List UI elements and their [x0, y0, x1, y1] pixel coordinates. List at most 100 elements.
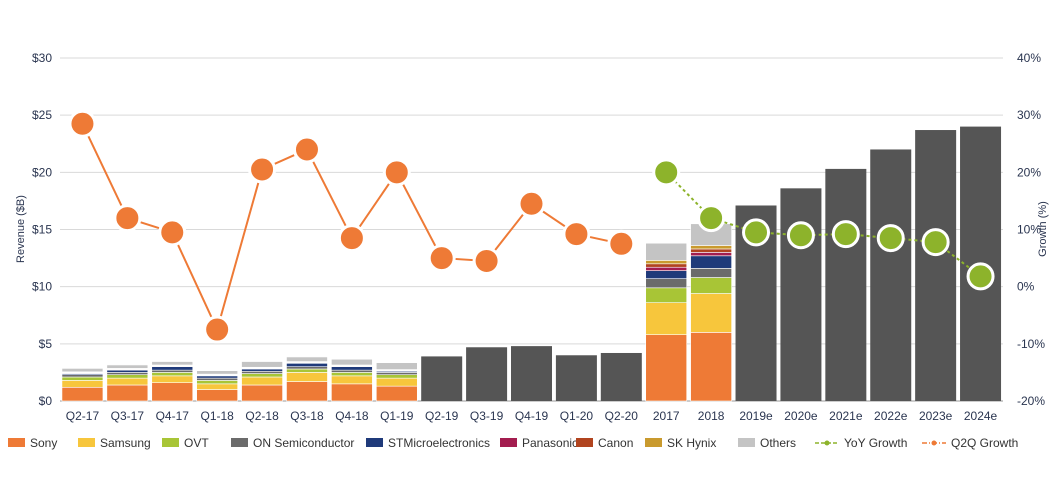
bar-segment-ovt — [106, 374, 149, 379]
x-tick-label: Q1-18 — [200, 409, 234, 423]
x-tick-label: Q2-18 — [245, 409, 279, 423]
bar-segment-others — [106, 364, 149, 369]
bar-segment-sony — [645, 334, 688, 402]
bar-segment-others — [375, 362, 418, 370]
bar-total — [421, 356, 463, 401]
x-tick-label: 2019e — [739, 409, 773, 423]
y-right-tick-label: 30% — [1017, 108, 1041, 122]
bar-segment-others — [61, 368, 104, 373]
legend-item-others: Others — [738, 436, 796, 450]
bar-total — [870, 149, 912, 401]
legend-swatch — [231, 438, 248, 447]
x-tick-label: Q3-17 — [111, 409, 145, 423]
legend-label: ON Semiconductor — [253, 436, 354, 450]
point-q2q-growth — [158, 218, 187, 247]
x-tick-label: Q3-19 — [470, 409, 504, 423]
x-tick-label: Q4-18 — [335, 409, 369, 423]
x-tick-label: Q1-20 — [560, 409, 594, 423]
bar-segment-stmicroelectronics — [106, 369, 149, 373]
bar-segment-sony — [61, 386, 104, 402]
bar-segment-samsung — [106, 377, 149, 386]
x-tick-label: Q3-18 — [290, 409, 324, 423]
x-tick-label: 2024e — [964, 409, 998, 423]
legend-item-ovt: OVT — [162, 436, 209, 450]
bar-segment-samsung — [61, 380, 104, 388]
bar-segment-ovt — [645, 287, 688, 303]
point-q2q-growth — [562, 220, 591, 249]
bar-total — [780, 188, 822, 401]
y-right-tick-label: 0% — [1017, 280, 1035, 294]
x-tick-label: 2018 — [698, 409, 725, 423]
legend-item-stmicroelectronics: STMicroelectronics — [366, 436, 490, 450]
bar-segment-sony — [286, 381, 328, 402]
bar-segment-stmicroelectronics — [331, 366, 373, 371]
legend-marker — [824, 440, 830, 446]
bar-segment-on-semiconductor — [61, 374, 104, 378]
bar-segment-sony — [241, 384, 283, 402]
legend-item-yoy-growth: YoY Growth — [815, 436, 907, 450]
bar-segment-samsung — [286, 372, 328, 382]
x-tick-label: 2020e — [784, 409, 818, 423]
bar-total — [466, 347, 508, 401]
bar-segment-panasonic — [690, 252, 732, 257]
legend-item-q2q-growth: Q2Q Growth — [922, 436, 1018, 450]
y-right-tick-label: 10% — [1017, 223, 1041, 237]
legend-item-panasonic: Panasonic — [500, 436, 578, 450]
bar-segment-ovt — [286, 368, 328, 373]
x-tick-label: 2022e — [874, 409, 908, 423]
bar-total — [825, 168, 867, 401]
legend-label: STMicroelectronics — [388, 436, 490, 450]
bars — [61, 126, 1002, 402]
bar-segment-stmicroelectronics — [151, 366, 194, 371]
bar-segment-on-semiconductor — [331, 369, 373, 373]
x-tick-label: Q1-19 — [380, 409, 414, 423]
legend-label: Sony — [30, 436, 57, 450]
legend-item-canon: Canon — [576, 436, 633, 450]
y-right-tick-label: 20% — [1017, 165, 1041, 179]
right-axis-label: Growth (%) — [1037, 201, 1049, 257]
legend-label: Others — [760, 436, 796, 450]
bar-segment-others — [196, 370, 238, 375]
legend-marker — [931, 440, 937, 446]
legend-label: Q2Q Growth — [951, 436, 1018, 450]
bar-segment-others — [241, 361, 283, 368]
bar-total — [555, 355, 597, 401]
point-yoy-growth — [876, 224, 905, 253]
legend-label: OVT — [184, 436, 209, 450]
y-left-tick-label: $5 — [39, 337, 53, 351]
bar-segment-on-semiconductor — [196, 377, 238, 381]
bar-total — [511, 346, 552, 401]
legend-swatch — [8, 438, 25, 447]
legend-label: Canon — [598, 436, 633, 450]
bar-segment-on-semiconductor — [690, 268, 732, 278]
bar-segment-on-semiconductor — [286, 366, 328, 370]
bar-segment-samsung — [331, 375, 373, 385]
legend-label: YoY Growth — [844, 436, 907, 450]
bar-segment-sony — [196, 389, 238, 402]
bar-segment-samsung — [241, 376, 283, 386]
gridlines — [60, 57, 1003, 402]
x-tick-label: Q4-17 — [156, 409, 190, 423]
left-axis-label: Revenue ($B) — [15, 195, 27, 263]
bar-segment-canon — [645, 263, 688, 268]
bar-segment-ovt — [241, 373, 283, 378]
legend-item-sony: Sony — [8, 436, 57, 450]
y-right-tick-label: -20% — [1017, 394, 1045, 408]
legend-item-samsung: Samsung — [78, 436, 151, 450]
growth-lines — [68, 109, 995, 344]
bar-total — [915, 130, 957, 401]
bar-segment-samsung — [375, 377, 418, 387]
point-q2q-growth — [248, 155, 277, 184]
bar-segment-sk-hynix — [645, 260, 688, 265]
legend-swatch — [366, 438, 383, 447]
x-tick-label: 2021e — [829, 409, 863, 423]
x-tick-label: Q4-19 — [515, 409, 549, 423]
legend-label: Samsung — [100, 436, 151, 450]
bar-segment-on-semiconductor — [151, 369, 194, 373]
bar-total — [600, 352, 642, 401]
bar-segment-sony — [151, 382, 194, 402]
x-tick-label: 2017 — [653, 409, 680, 423]
y-right-tick-label: -10% — [1017, 337, 1045, 351]
bar-segment-sony — [106, 384, 149, 402]
